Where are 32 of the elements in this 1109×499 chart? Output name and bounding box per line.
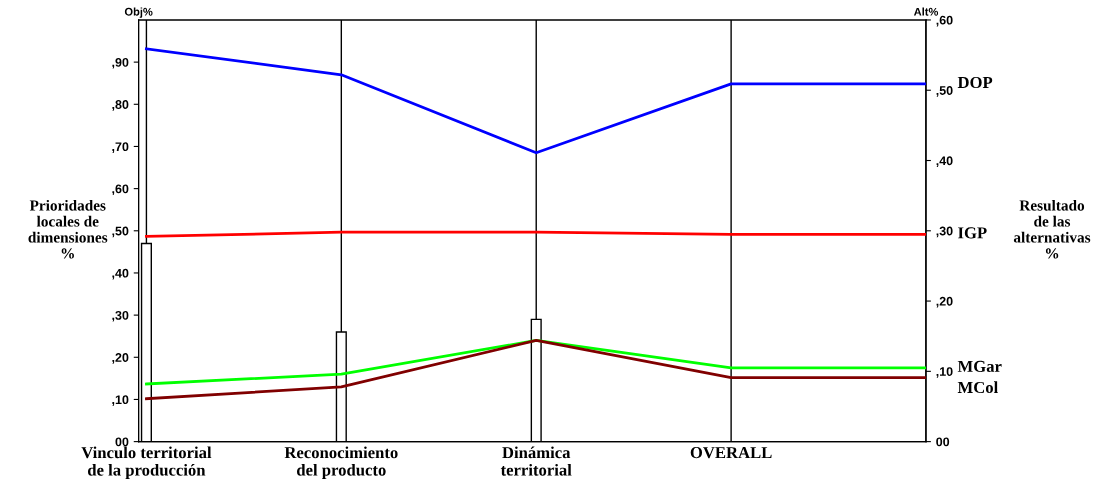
line-series: [145, 339, 927, 401]
series-label: MGar: [957, 360, 1002, 372]
x-tick-label: OVERALL: [690, 447, 772, 459]
y2-tick-label: ,60: [936, 15, 953, 27]
y2-tick-label: ,20: [936, 296, 953, 308]
y2-axis-title: Resultado de las alternativas %: [1013, 199, 1091, 259]
series-label: DOP: [957, 76, 993, 89]
x-tick-label: Reconocimiento del producto: [284, 446, 398, 480]
y-tick-label: ,80: [112, 100, 129, 111]
y-tick-label: ,10: [112, 395, 129, 406]
y2-tick-label: ,40: [936, 156, 953, 167]
x-tick-label: Vinculo territorial de la producción: [81, 446, 212, 480]
y2-tick-label: 00: [936, 437, 950, 447]
line-series: [145, 47, 927, 155]
y-axis-title: Prioridades locales de dimensiones %: [28, 199, 108, 259]
text: Obj%: [124, 7, 153, 18]
y2-tick-label: ,10: [936, 367, 953, 378]
y-tick-label: 00: [115, 437, 129, 447]
y-tick-label: ,90: [112, 57, 129, 69]
y-tick-label: ,60: [112, 184, 129, 196]
text: Alt%: [913, 7, 939, 16]
line-series: [145, 339, 927, 386]
y2-tick-label: ,30: [936, 226, 953, 238]
y2-tick-label: ,50: [936, 86, 953, 97]
y-tick-label: ,50: [112, 226, 129, 238]
y-tick-label: ,40: [112, 268, 129, 280]
series-label: IGP: [958, 227, 987, 239]
y-tick-label: ,30: [112, 310, 129, 322]
x-tick-label: Dinámica territorial: [500, 446, 572, 476]
y-tick-label: ,20: [112, 353, 129, 364]
y-tick-label: ,70: [112, 142, 129, 153]
series-label: MCol: [957, 381, 998, 394]
